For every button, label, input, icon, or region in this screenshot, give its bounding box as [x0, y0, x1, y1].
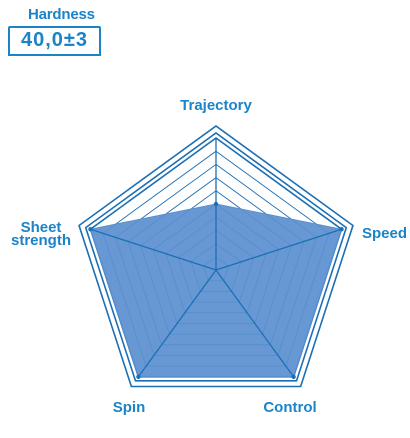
axis-label-2: Control: [263, 399, 316, 416]
hardness-value-box: [8, 26, 101, 56]
radar-spoke-2: [215, 269, 295, 378]
axis-label-0: Trajectory: [180, 97, 252, 114]
radar-series-area: [89, 203, 343, 378]
radar-spoke-4: [90, 228, 217, 271]
hardness-label: Hardness: [28, 6, 95, 23]
radar-frame-0: [78, 125, 354, 388]
radar-spoke-3: [137, 269, 217, 378]
radar-spoke-1: [215, 228, 342, 271]
radar-spokes: [90, 138, 342, 378]
hardness-value: 40,0±3: [20, 29, 89, 51]
axis-label-3: Spin: [113, 399, 146, 416]
radar-axis-labels: Trajectory Speed Control Spin Sheet strength: [11, 97, 407, 416]
axis-label-1: Speed: [362, 225, 407, 242]
axis-label-4: Sheet strength: [11, 219, 71, 249]
radar-frame-1: [84, 132, 348, 382]
